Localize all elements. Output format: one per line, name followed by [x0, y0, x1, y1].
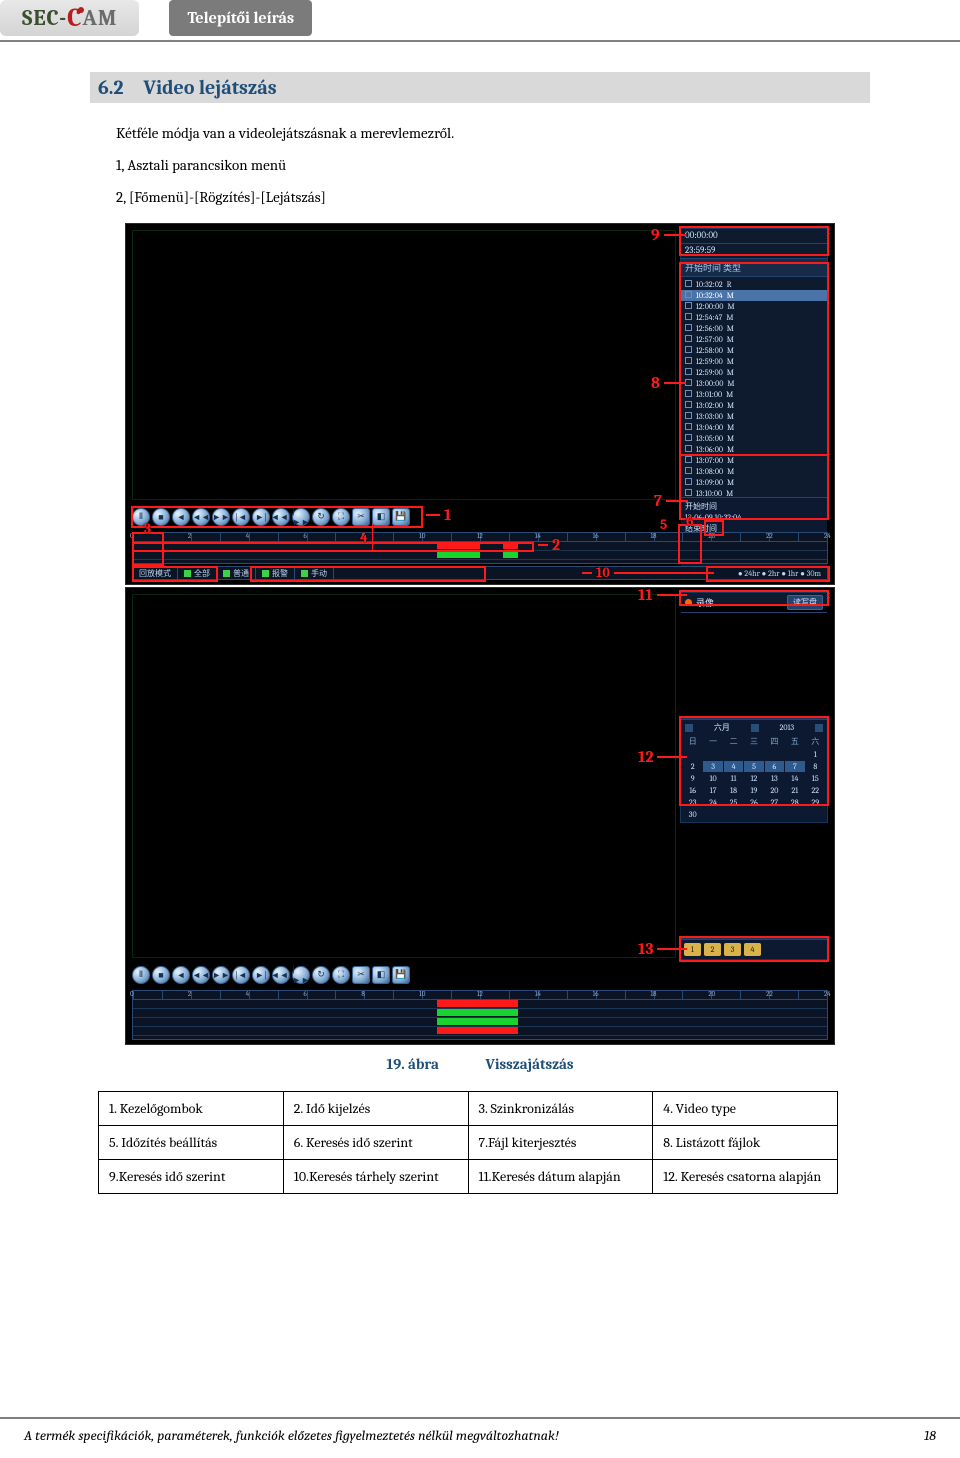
table-cell: 11.Keresés dátum alapján — [468, 1160, 653, 1194]
redbox-11 — [679, 590, 829, 606]
anno-3: 3 — [144, 520, 151, 537]
calendar-day[interactable] — [765, 809, 784, 820]
redbox-6 — [704, 520, 724, 536]
anno-8: 8 — [651, 374, 686, 392]
redbox-3 — [132, 532, 164, 566]
prev-file-button[interactable]: ◄◄| — [272, 966, 290, 984]
table-cell: 3. Szinkronizálás — [468, 1092, 653, 1126]
stop-button[interactable]: ■ — [152, 966, 170, 984]
caption-text: Visszajátszás — [485, 1055, 573, 1073]
clip-start-button[interactable]: ✂ — [352, 966, 370, 984]
anno-13: 13 — [638, 940, 687, 958]
video-viewport — [132, 230, 676, 500]
content: 6.2 Video lejátszás Kétféle módja van a … — [0, 42, 960, 1194]
playback-controls-2: Ⅱ ■ ◄ ◄◄ ►► |◄ ►| ◄◄| |►► ↻ ⛶ ✂ ◧ 💾 — [132, 966, 676, 984]
table-cell: 4. Video type — [653, 1092, 838, 1126]
prev-frame-button[interactable]: |◄ — [232, 966, 250, 984]
table-row: 9.Keresés idő szerint10.Keresés tárhely … — [99, 1160, 838, 1194]
redbox-5 — [678, 524, 702, 564]
video-viewport-2 — [132, 594, 676, 958]
logo-c: C — [67, 3, 82, 33]
logo-am: AM — [82, 5, 117, 31]
screenshot-container: ✕ 00:00:00 23:59:59 开始时间 类型 10:32:02R10:… — [90, 223, 870, 1045]
calendar-day[interactable] — [703, 809, 722, 820]
redbox-9 — [679, 226, 829, 256]
table-cell: 8. Listázott fájlok — [653, 1126, 838, 1160]
footer-text: A termék specifikációk, paraméterek, fun… — [24, 1427, 559, 1444]
table-cell: 6. Keresés idő szerint — [283, 1126, 468, 1160]
section-number: 6.2 — [98, 76, 124, 99]
table-row: 1. Kezelőgombok2. Idő kijelzés3. Szinkro… — [99, 1092, 838, 1126]
anno-2: 2 — [538, 536, 560, 554]
redbox-4 — [250, 566, 486, 582]
caption-number: 19. ábra — [386, 1055, 438, 1073]
section-title: Video lejátszás — [144, 76, 277, 99]
doc-title-tab: Telepítői leírás — [169, 0, 312, 36]
fullscreen-button[interactable]: ⛶ — [332, 966, 350, 984]
doc-header: SEC- C AM Telepítői leírás — [0, 0, 960, 36]
backup-button[interactable]: 💾 — [392, 966, 410, 984]
anno-11: 11 — [638, 586, 687, 604]
timeline-2[interactable]: 024681012141618202224 — [132, 990, 828, 1040]
anno-7: 7 — [654, 492, 688, 510]
table-cell: 2. Idő kijelzés — [283, 1092, 468, 1126]
pause-button[interactable]: Ⅱ — [132, 966, 150, 984]
redbox-12 — [679, 716, 829, 806]
rewind-button[interactable]: ◄◄ — [192, 966, 210, 984]
redbox-1 — [131, 506, 423, 528]
redbox-2 — [132, 542, 534, 552]
fastfwd-button[interactable]: ►► — [212, 966, 230, 984]
redbox-13 — [679, 936, 829, 962]
figure-caption: 19. ábra Visszajátszás — [90, 1055, 870, 1073]
intro-line-3: 2, [Főmenü]-[Rögzítés]-[Lejátszás] — [116, 185, 870, 209]
anno-1: 1 — [426, 506, 451, 524]
table-row: 5. Időzítés beállítás6. Keresés idő szer… — [99, 1126, 838, 1160]
table-cell: 9.Keresés idő szerint — [99, 1160, 284, 1194]
table-cell: 7.Fájl kiterjesztés — [468, 1126, 653, 1160]
intro-line-2: 1, Asztali parancsikon menü — [116, 153, 870, 177]
footer-page-number: 18 — [924, 1427, 936, 1444]
anno-12: 12 — [638, 748, 687, 766]
anno-5: 5 — [660, 516, 667, 533]
index-table: 1. Kezelőgombok2. Idő kijelzés3. Szinkro… — [98, 1091, 838, 1194]
clip-end-button[interactable]: ◧ — [372, 966, 390, 984]
slow-button[interactable]: ◄ — [172, 966, 190, 984]
redbox-7 — [679, 454, 829, 520]
calendar-day[interactable] — [785, 809, 804, 820]
table-cell: 12. Keresés csatorna alapján — [653, 1160, 838, 1194]
section-heading: 6.2 Video lejátszás — [90, 72, 870, 103]
anno-10: 10 — [582, 564, 714, 581]
calendar-day[interactable] — [744, 809, 763, 820]
table-cell: 1. Kezelőgombok — [99, 1092, 284, 1126]
logo-sec: SEC- — [22, 5, 67, 31]
table-cell: 5. Időzítés beállítás — [99, 1126, 284, 1160]
anno-4: 4 — [360, 524, 373, 550]
intro-line-1: Kétféle módja van a videolejátszásnak a … — [116, 121, 870, 145]
playback-screenshot-1: ✕ 00:00:00 23:59:59 开始时间 类型 10:32:02R10:… — [125, 223, 835, 585]
logo: SEC- C AM — [0, 0, 139, 36]
table-cell: 10.Keresés tárhely szerint — [283, 1160, 468, 1194]
playback-screenshot-2: ✕ 录像 读写盘 六月 — [125, 587, 835, 1045]
loop-button[interactable]: ↻ — [312, 966, 330, 984]
anno-9: 9 — [651, 226, 686, 244]
page-footer: A termék specifikációk, paraméterek, fun… — [0, 1417, 960, 1444]
redbox-10 — [132, 566, 218, 582]
next-file-button[interactable]: |►► — [292, 966, 310, 984]
anno-6: 6 — [686, 512, 694, 529]
calendar-day[interactable]: 30 — [683, 809, 702, 820]
calendar-day[interactable] — [806, 809, 825, 820]
calendar-day[interactable] — [724, 809, 743, 820]
redbox-10-zoom — [706, 566, 830, 582]
next-frame-button[interactable]: ►| — [252, 966, 270, 984]
